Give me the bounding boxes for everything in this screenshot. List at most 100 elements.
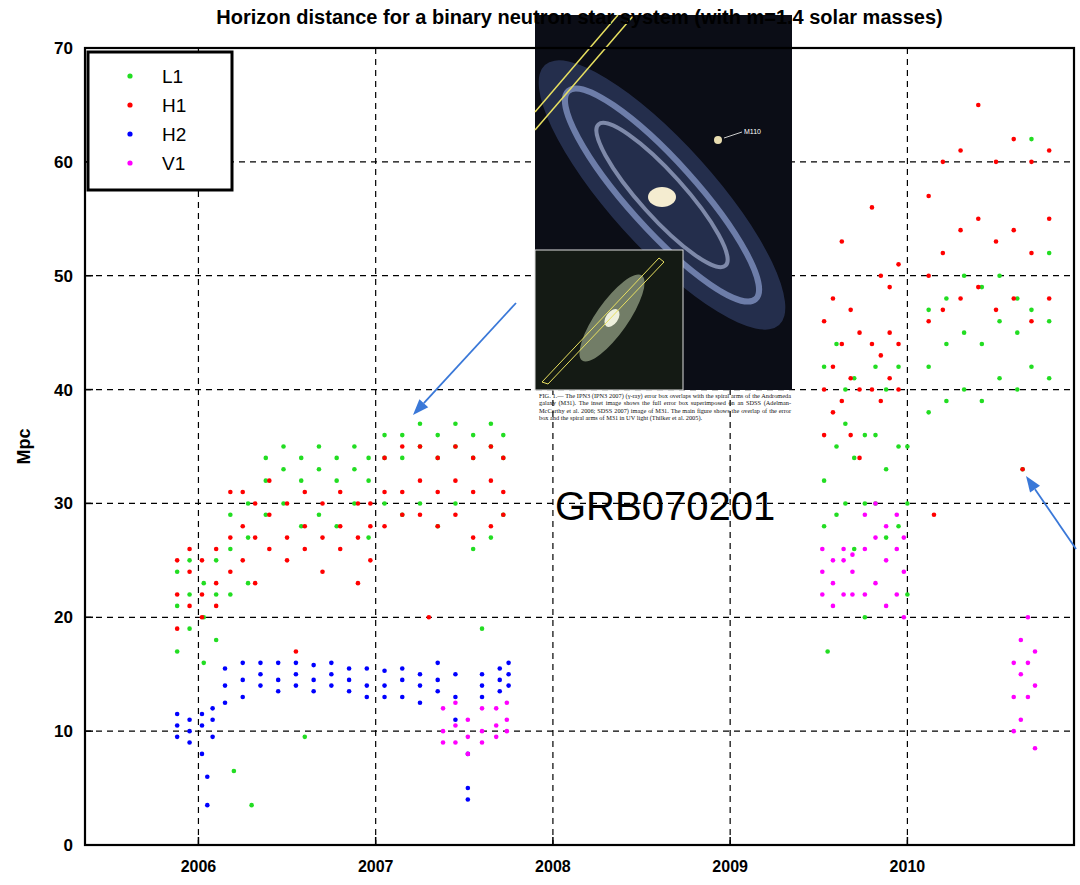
point	[480, 683, 485, 688]
point	[941, 308, 946, 313]
error-box	[542, 258, 664, 384]
point	[884, 604, 889, 609]
point	[834, 342, 839, 347]
point	[850, 552, 855, 557]
point	[175, 649, 180, 654]
point	[338, 490, 343, 495]
point	[317, 467, 322, 472]
point	[210, 706, 215, 711]
point	[200, 592, 205, 597]
point	[501, 513, 506, 518]
point	[489, 524, 494, 529]
point	[944, 296, 949, 301]
galaxy-core	[648, 187, 676, 207]
inset-subimage	[535, 250, 683, 390]
legend-box	[88, 52, 232, 190]
point	[926, 410, 931, 415]
point	[887, 285, 892, 290]
point	[382, 456, 387, 461]
point	[435, 524, 440, 529]
point	[1019, 672, 1024, 677]
point	[905, 501, 910, 506]
point	[887, 376, 892, 381]
point	[214, 604, 219, 609]
point	[187, 729, 192, 734]
legend-marker	[127, 160, 132, 165]
point	[435, 524, 440, 529]
point	[228, 513, 233, 518]
plot-frame	[85, 48, 1074, 845]
point	[884, 535, 889, 540]
point	[441, 740, 446, 745]
point	[201, 581, 206, 586]
point	[334, 456, 339, 461]
point	[175, 626, 180, 631]
point	[253, 535, 258, 540]
point	[497, 678, 502, 683]
point	[228, 592, 233, 597]
point	[857, 330, 862, 335]
point	[223, 666, 228, 671]
point	[175, 569, 180, 574]
point	[320, 535, 325, 540]
point	[501, 513, 506, 518]
point	[980, 342, 985, 347]
legend-label: V1	[162, 153, 185, 174]
point	[834, 444, 839, 449]
point	[281, 444, 286, 449]
point	[831, 604, 836, 609]
point	[356, 535, 361, 540]
point	[228, 547, 233, 552]
point	[962, 273, 967, 278]
y-tick-label: 30	[54, 494, 73, 513]
point	[840, 342, 845, 347]
point	[334, 478, 339, 483]
point	[932, 513, 937, 518]
point	[1020, 467, 1025, 472]
point	[418, 421, 423, 426]
point	[831, 581, 836, 586]
arrow	[1026, 476, 1076, 549]
point	[852, 456, 857, 461]
point	[879, 399, 884, 404]
point	[352, 444, 357, 449]
point	[418, 478, 423, 483]
point	[175, 558, 180, 563]
point	[187, 547, 192, 552]
y-tick-label: 10	[54, 722, 73, 741]
point	[873, 535, 878, 540]
point	[366, 535, 371, 540]
point	[1033, 746, 1038, 751]
point	[276, 661, 281, 666]
point	[1011, 661, 1016, 666]
point	[253, 501, 258, 506]
point	[356, 581, 361, 586]
point	[1011, 296, 1016, 301]
point	[365, 666, 370, 671]
point	[435, 678, 440, 683]
point	[418, 700, 423, 705]
point	[471, 490, 476, 495]
point	[453, 513, 458, 518]
point	[820, 569, 825, 574]
point	[302, 735, 307, 740]
point	[453, 444, 458, 449]
point	[400, 456, 405, 461]
point	[506, 672, 511, 677]
point	[418, 513, 423, 518]
point	[863, 547, 868, 552]
point	[246, 535, 251, 540]
point	[822, 365, 827, 370]
point	[317, 513, 322, 518]
point	[896, 365, 901, 370]
y-tick-label: 50	[54, 267, 73, 286]
inset-label: M110	[744, 128, 761, 135]
point	[453, 501, 458, 506]
point	[418, 672, 423, 677]
point	[435, 456, 440, 461]
point	[896, 524, 901, 529]
point	[471, 547, 476, 552]
point	[976, 103, 981, 108]
point	[302, 524, 307, 529]
point	[489, 444, 494, 449]
